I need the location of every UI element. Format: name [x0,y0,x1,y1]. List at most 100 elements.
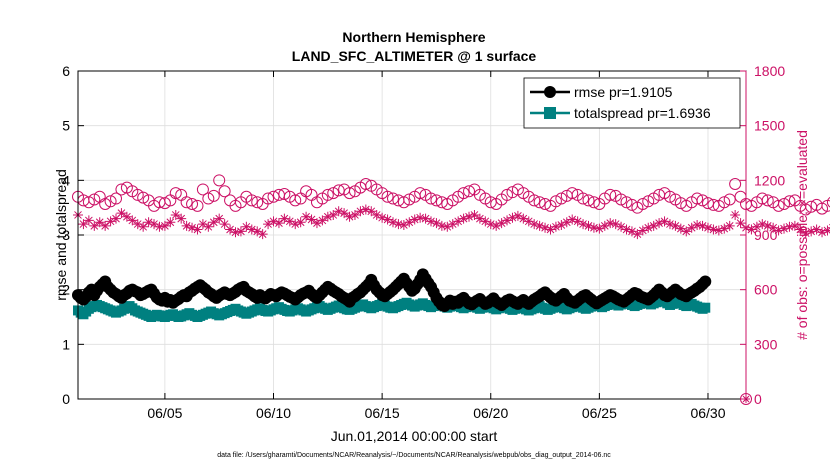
obs-possible-point [636,198,649,211]
y2-tick-label: 1800 [754,63,785,79]
obs-evaluated-point [252,226,263,237]
obs-evaluated-point [502,215,513,226]
obs-evaluated-point [159,220,170,231]
obs-possible-point [137,191,150,204]
obs-possible-point [202,192,215,205]
obs-evaluated-point [339,208,350,219]
obs-possible-point [262,192,275,205]
obs-evaluated-point [464,211,475,222]
obs-evaluated-point [806,226,817,237]
obs-evaluated-point [409,214,420,225]
obs-evaluated-point [610,219,621,230]
obs-evaluated-point [78,219,89,230]
obs-possible-point [772,199,785,212]
obs-evaluated-point [317,215,328,226]
obs-evaluated-point [176,213,187,224]
obs-evaluated-point [344,211,355,222]
obs-evaluated-point [599,220,610,231]
obs-evaluated-point [762,220,773,231]
obs-possible-point [761,194,774,207]
y-tick-label: 5 [62,118,70,134]
obs-evaluated-point [784,221,795,232]
obs-possible-point [463,185,476,198]
obs-possible-point [501,188,514,201]
obs-evaluated-point [768,222,779,233]
legend-frame [523,77,741,129]
obs-evaluated-point [230,227,241,238]
obs-possible-point [799,203,812,216]
obs-possible-point [397,196,410,209]
obs-possible-point [430,194,443,207]
obs-evaluated-point [686,222,697,233]
obs-evaluated-point [545,224,556,235]
obs-possible-point [615,193,628,206]
obs-possible-point [251,196,264,209]
obs-evaluated-point [89,220,100,231]
obs-possible-point [99,198,112,211]
obs-evaluated-point [822,225,830,236]
obs-possible-point [826,196,830,208]
obs-evaluated-point [111,213,122,224]
obs-evaluated-point [143,217,154,228]
obs-evaluated-point [550,221,561,232]
obs-evaluated-point [702,222,713,233]
x-tick-label: 06/05 [147,405,182,421]
obs-possible-point [539,198,552,211]
obs-possible-point [218,185,231,198]
obs-evaluated-point [681,226,692,237]
obs-possible-point [756,192,769,205]
obs-possible-point [707,198,720,211]
totalspread-point [700,302,711,313]
x-tick-label: 06/15 [365,405,400,421]
obs-possible-point [642,195,655,208]
obs-possible-point [82,196,95,209]
obs-evaluated-point [594,223,605,234]
obs-evaluated-point [480,216,491,227]
obs-evaluated-point [306,214,317,225]
obs-possible-point [343,187,356,200]
x-tick-label: 06/20 [473,405,508,421]
obs-evaluated-point [366,206,377,217]
y2-tick-label: 600 [754,282,778,298]
obs-evaluated-point [632,229,643,240]
legend-totalspread-label: totalspread pr=1.6936 [574,105,711,121]
obs-evaluated-point [485,219,496,230]
obs-evaluated-point [208,217,219,228]
obs-evaluated-point [789,220,800,231]
obs-evaluated-point [474,213,485,224]
obs-evaluated-point [322,211,333,222]
obs-possible-point [245,194,258,207]
obs-evaluated-point [540,222,551,233]
x-tick-label: 06/30 [690,405,725,421]
obs-possible-point [278,188,291,200]
obs-possible-point [729,177,742,190]
obs-evaluated-point [713,225,724,236]
y2-tick-label: 1200 [754,172,785,188]
obs-evaluated-point [431,218,442,229]
obs-evaluated-point [219,219,230,230]
obs-evaluated-point [697,220,708,231]
obs-evaluated-point [290,219,301,230]
obs-evaluated-point [561,217,572,228]
obs-evaluated-point [382,214,393,225]
obs-possible-point [110,192,123,205]
obs-possible-point [131,188,144,201]
obs-possible-point [533,196,546,209]
axis-ticks: 06/05 06/10 06/15 06/20 06/25 06/30 0 1 2 3 4 5 6 0 30… [62,63,785,421]
obs-evaluated-point [578,219,589,230]
obs-possible-point [403,193,416,206]
y2-tick-label: 900 [754,227,778,243]
obs-evaluated-point [371,209,382,220]
data-file-footnote: data file: /Users/gharamti/Documents/NCA… [217,452,611,459]
obs-evaluated-point [496,218,507,229]
obs-possible-point [577,192,590,205]
obs-evaluated-point [621,224,632,235]
obs-evaluated-point [420,213,431,224]
y-tick-label: 0 [62,391,70,407]
obs-evaluated-point [773,225,784,236]
obs-evaluated-point [311,218,322,229]
obs-possible-point [425,192,438,205]
legend-rmse-marker [544,86,556,98]
obs-evaluated-point [121,211,132,222]
